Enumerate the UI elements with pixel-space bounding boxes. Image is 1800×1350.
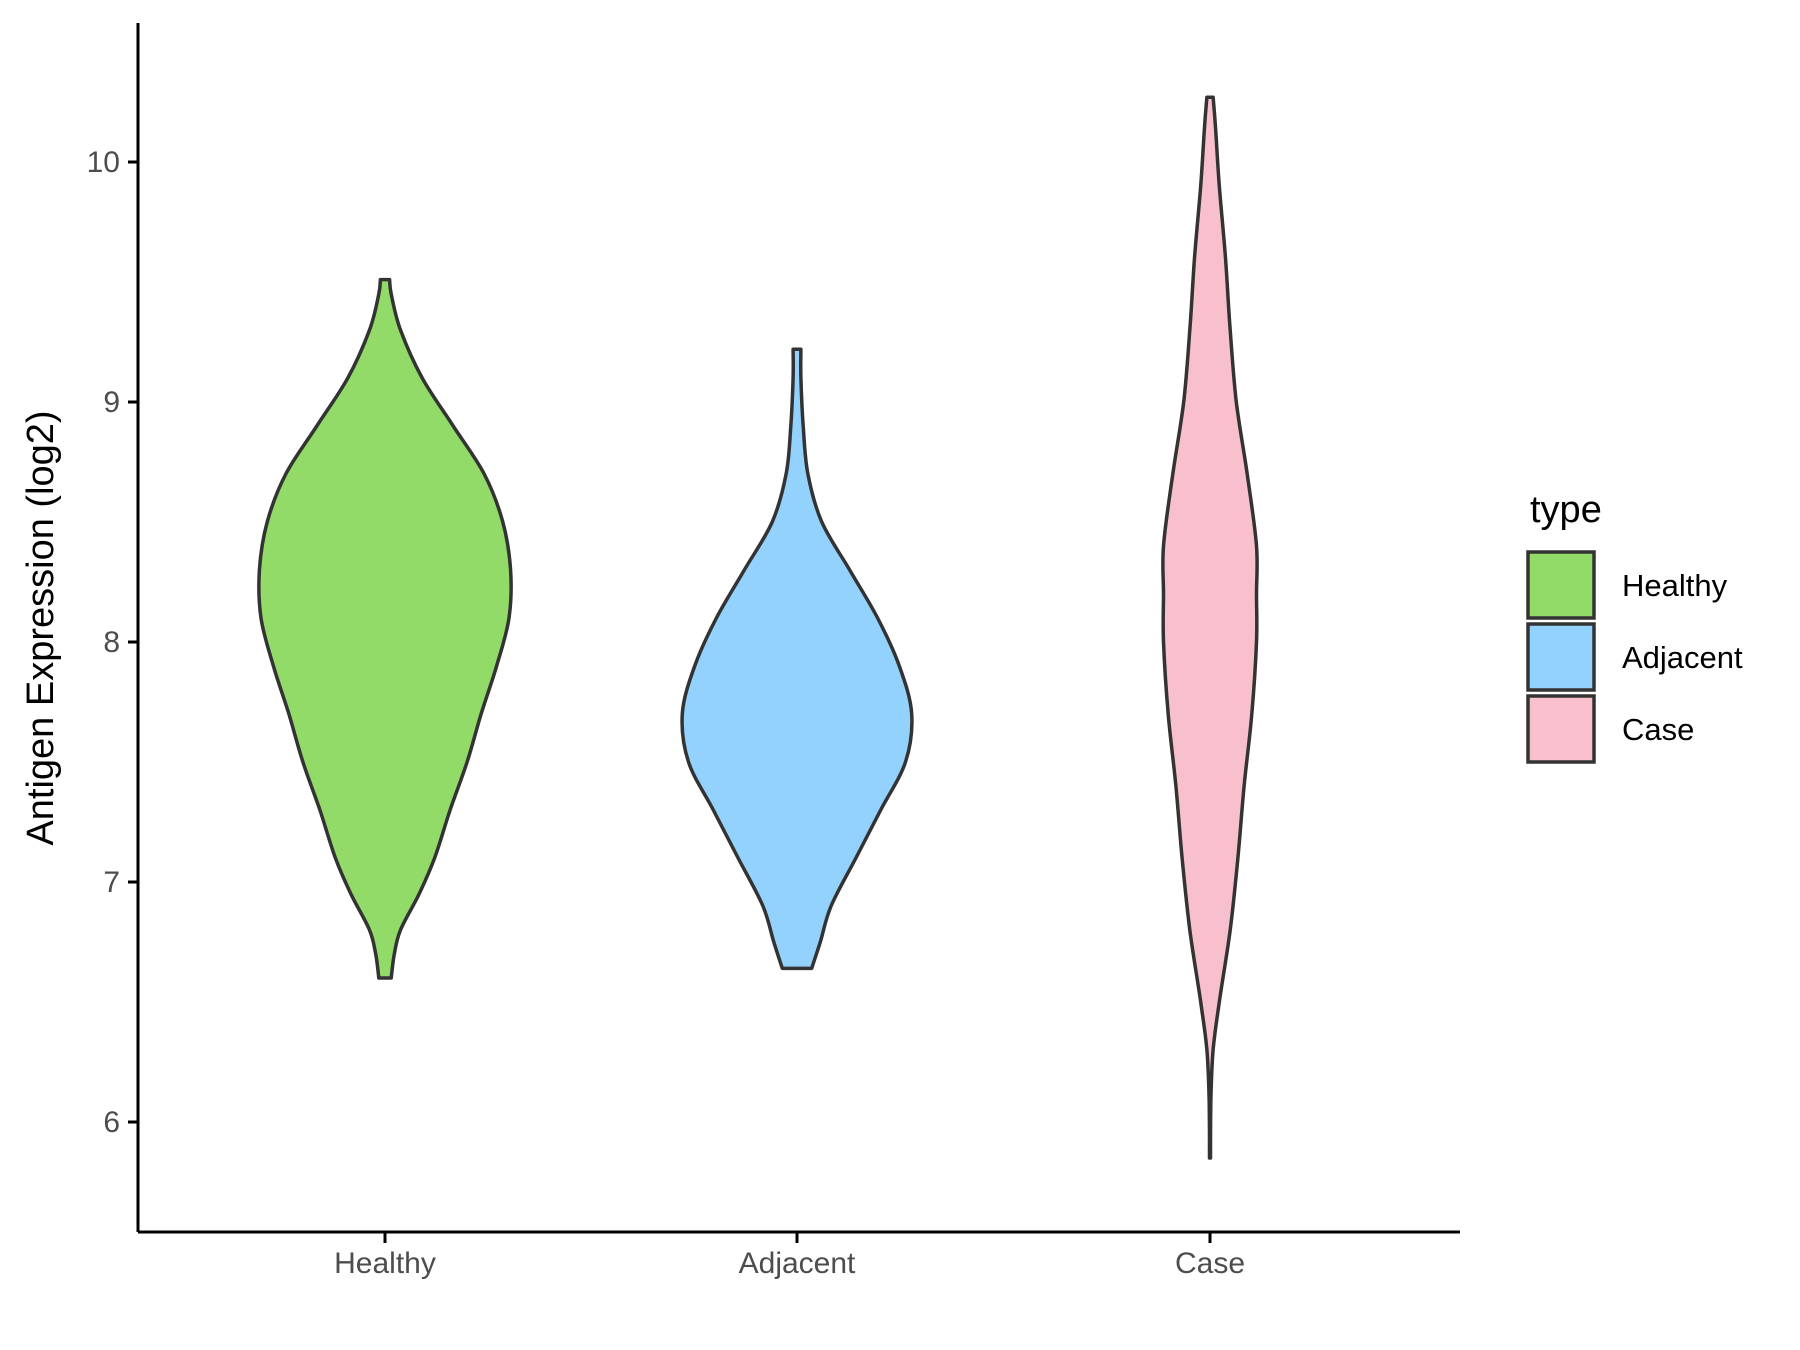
x-ticks: Healthy Adjacent Case (334, 1232, 1245, 1280)
violin-case (1161, 95, 1259, 1160)
legend-swatch-adjacent (1526, 622, 1596, 692)
violins (257, 95, 1259, 1160)
y-tick-label: 10 (87, 146, 120, 179)
legend-label-adjacent: Adjacent (1622, 640, 1743, 675)
violin-healthy (257, 277, 513, 980)
legend-swatch-case (1526, 694, 1596, 764)
legend-label-healthy: Healthy (1622, 568, 1728, 603)
x-tick-label: Case (1175, 1247, 1245, 1280)
y-ticks: 6 7 8 9 10 (87, 146, 138, 1139)
y-tick-label: 7 (103, 866, 120, 899)
legend: type Healthy Adjacent Case (1526, 489, 1743, 764)
violin-adjacent (680, 347, 914, 971)
y-axis-title: Antigen Expression (log2) (20, 410, 62, 845)
y-tick-label: 9 (103, 386, 120, 419)
legend-label-case: Case (1622, 712, 1694, 747)
x-tick-label: Healthy (334, 1247, 436, 1280)
legend-swatch-healthy (1526, 550, 1596, 620)
y-tick-label: 8 (103, 626, 120, 659)
y-tick-label: 6 (103, 1106, 120, 1139)
legend-title: type (1530, 489, 1602, 531)
x-tick-label: Adjacent (739, 1247, 856, 1280)
